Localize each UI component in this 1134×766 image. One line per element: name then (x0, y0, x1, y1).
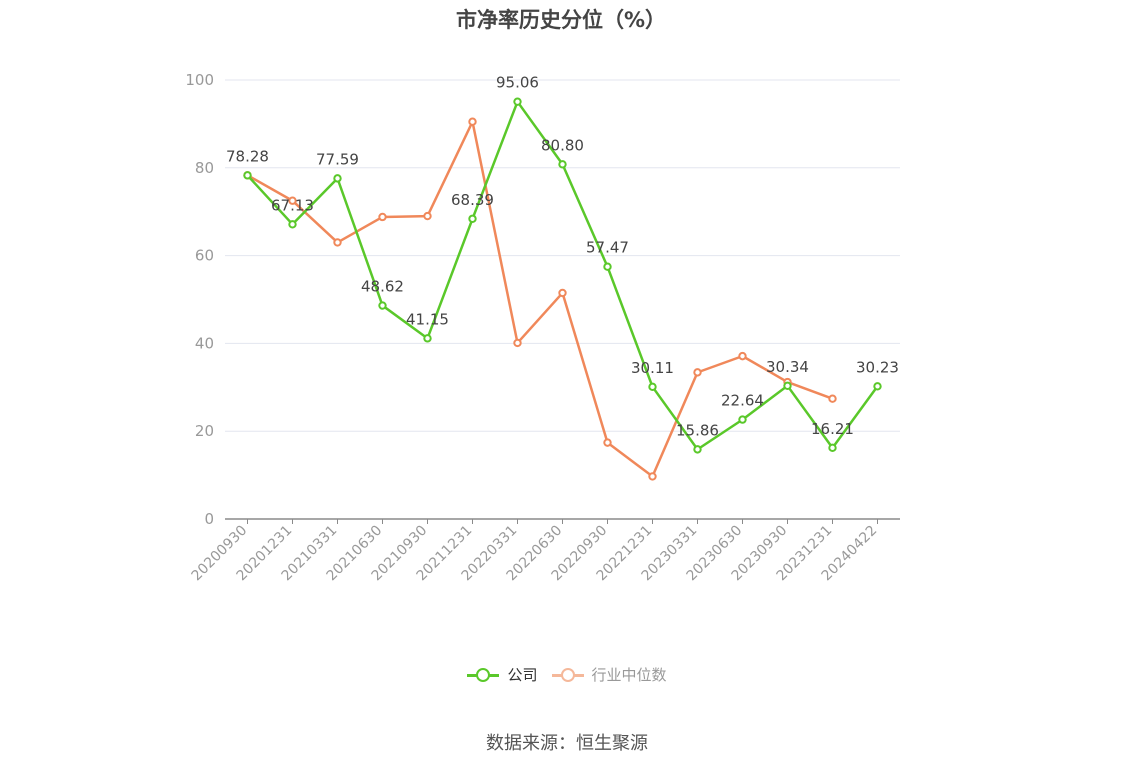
data-label: 78.28 (226, 147, 269, 165)
data-label: 48.62 (361, 278, 404, 296)
data-point-company (243, 171, 252, 180)
data-point-company (423, 334, 432, 343)
data-point-industry (423, 211, 432, 221)
legend-company-marker-icon (467, 667, 500, 683)
chart-title: 市净率历史分位（%） (455, 8, 667, 32)
data-point-company (558, 160, 567, 169)
data-point-industry (288, 196, 297, 205)
data-label: 30.11 (631, 359, 674, 377)
legend: 公司 行业中位数 (0, 664, 1134, 685)
data-point-industry (378, 212, 387, 222)
data-point-company (783, 381, 792, 391)
data-point-industry (828, 394, 837, 403)
data-point-industry (558, 288, 567, 298)
y-tick-label: 100 (185, 71, 214, 89)
data-label: 15.86 (676, 421, 719, 439)
data-label: 57.47 (586, 239, 629, 257)
data-point-company (738, 415, 747, 424)
data-point-industry (513, 338, 522, 348)
y-tick-label: 60 (195, 247, 214, 265)
data-point-industry (603, 438, 612, 447)
data-point-company (873, 382, 882, 391)
data-source-note: 数据来源：恒生聚源 (486, 733, 648, 754)
data-label: 16.21 (811, 420, 854, 438)
data-label: 68.39 (451, 191, 494, 209)
data-point-company (378, 301, 387, 310)
legend-item-industry[interactable]: 行业中位数 (551, 664, 667, 685)
legend-label-industry: 行业中位数 (591, 666, 667, 684)
data-point-industry (333, 238, 342, 247)
data-label: 22.64 (721, 392, 764, 410)
data-label: 95.06 (496, 74, 539, 92)
data-point-company (288, 220, 297, 229)
data-point-company (828, 443, 837, 453)
data-point-company (603, 262, 612, 271)
data-point-company (513, 97, 522, 106)
data-point-industry (693, 368, 702, 377)
y-tick-label: 20 (195, 422, 214, 440)
data-label: 41.15 (406, 310, 449, 328)
data-point-company (693, 445, 702, 454)
data-point-company (468, 214, 477, 223)
data-point-industry (738, 351, 747, 361)
data-label: 30.34 (766, 358, 809, 376)
y-tick-label: 0 (204, 510, 214, 528)
legend-industry-marker-icon (551, 667, 584, 683)
data-label: 30.23 (856, 358, 899, 376)
series-line-industry (246, 120, 833, 478)
data-label: 77.59 (316, 150, 359, 168)
legend-label-company: 公司 (507, 666, 538, 684)
y-tick-label: 80 (195, 159, 214, 177)
data-point-company (333, 174, 342, 183)
data-point-industry (468, 117, 477, 126)
data-point-industry (648, 472, 657, 481)
data-point-company (648, 382, 657, 392)
data-label: 80.80 (541, 136, 584, 154)
data-label: 67.13 (271, 196, 314, 214)
legend-item-company[interactable]: 公司 (467, 664, 538, 685)
y-tick-label: 40 (195, 334, 214, 352)
